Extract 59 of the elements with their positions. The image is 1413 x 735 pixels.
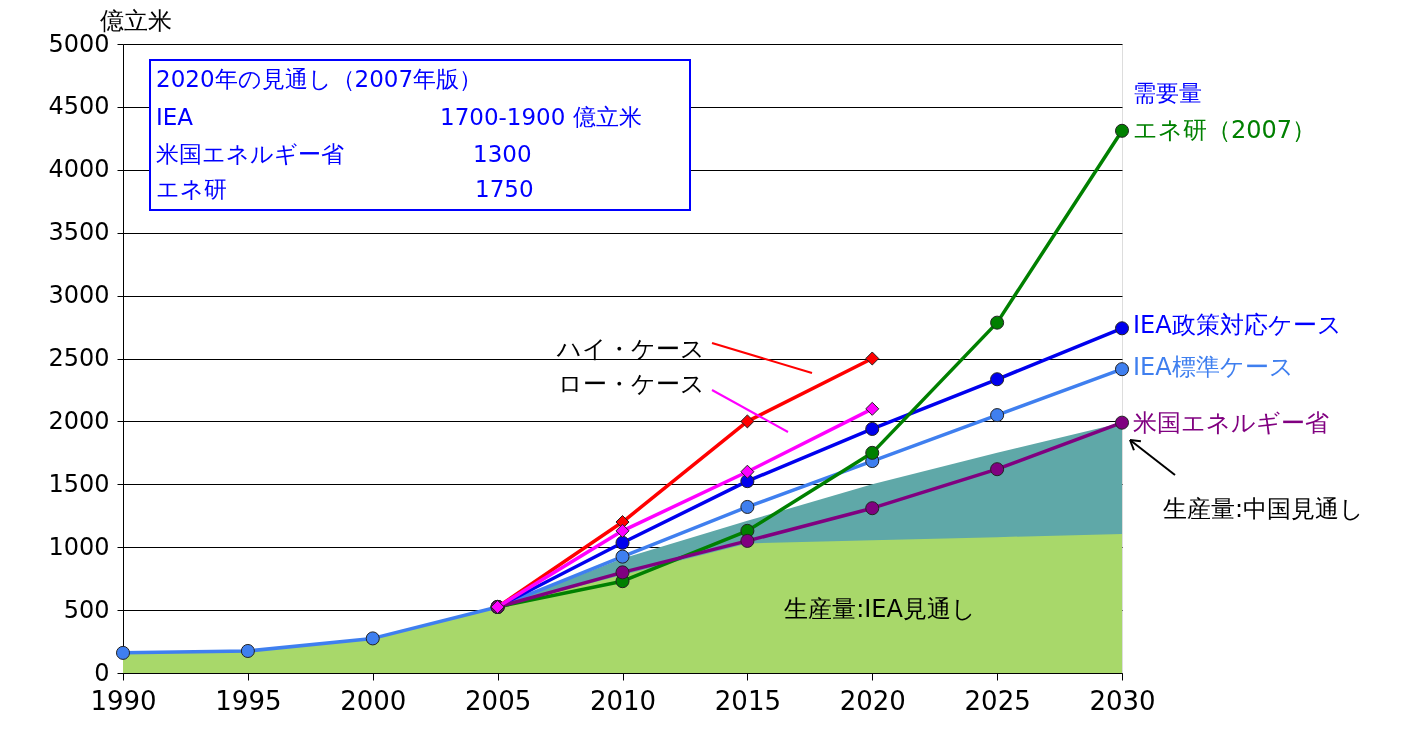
point [1114,123,1130,138]
annotation: 1300 [473,141,532,167]
point [615,535,630,550]
annotation: エネ研 [156,176,227,202]
text: ロー・ケース [558,370,705,398]
point [115,645,131,660]
y-tick-label: 1500 [48,469,110,498]
point [740,414,755,429]
annotation: 2020年の見通し（2007年版） [156,66,483,92]
annotation: 1700-1900 億立米 [440,104,642,130]
point [740,464,755,479]
y-tick-label: 3000 [48,281,110,310]
x-tick-label: 2005 [465,685,532,716]
x-tick-label: 2010 [589,685,657,716]
point [865,421,880,436]
text: 需要量 [1133,80,1202,106]
x-tick-label: 2025 [964,685,1031,716]
x-tick-label: 2000 [340,685,407,716]
annotation: IEA [156,104,194,130]
point [990,408,1005,423]
y-tick-label: 1000 [48,532,110,561]
series-label: 米国エネルギー省 [1133,409,1329,437]
x-tick-label: 2030 [1089,685,1156,716]
x-tick-label: 2015 [714,685,781,716]
annotation: 米国エネルギー省 [156,141,344,167]
y-tick-label: 4000 [48,155,110,184]
series-label: エネ研（2007） [1133,116,1317,144]
point [865,351,880,366]
x-tick-label: 2020 [839,685,906,716]
y-tick-label: 500 [63,595,110,624]
point [1114,362,1130,377]
series-label: IEA政策対応ケース [1133,311,1342,339]
y-tick-label: 0 [94,658,110,687]
legend-label: ハイ・ケース [556,335,705,363]
x-tick-label: 1995 [215,685,282,716]
point [1114,321,1130,336]
annotation: 1750 [475,176,534,202]
point [240,643,255,658]
point [990,315,1005,330]
x-tick-label: 1990 [90,685,157,716]
series-label: IEA標準ケース [1133,353,1294,381]
point [865,501,880,516]
series-label: 生産量:IEA見通し [784,595,976,623]
y-tick-label: 3500 [48,218,110,247]
point [740,499,755,514]
series-label: 生産量:中国見通し [1163,495,1365,523]
point [365,631,380,646]
point [740,533,755,548]
y-tick-label: 2000 [48,406,110,435]
y-tick-label: 2500 [48,344,110,372]
point [865,401,880,416]
y-tick-label: 4500 [48,92,110,121]
point [615,549,630,564]
point [615,565,630,580]
point [865,445,880,460]
point [1114,415,1130,430]
point [990,462,1005,477]
point [615,523,630,538]
point [990,372,1005,387]
